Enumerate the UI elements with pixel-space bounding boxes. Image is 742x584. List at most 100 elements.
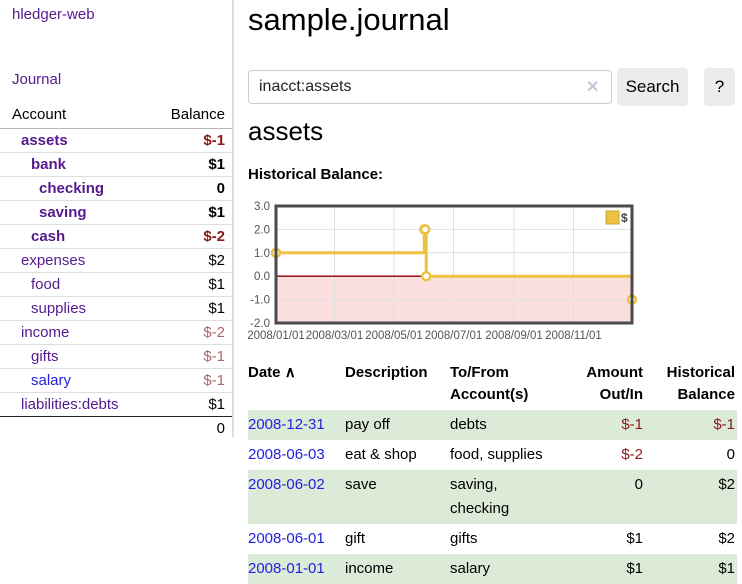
register-header-row: Date ∧ Description To/From Account(s) Am… bbox=[248, 360, 737, 410]
transaction-amount: $-1 bbox=[621, 416, 643, 433]
transaction-description: save bbox=[345, 476, 377, 493]
svg-text:-2.0: -2.0 bbox=[250, 318, 270, 330]
account-link-income[interactable]: income bbox=[21, 324, 70, 341]
account-row: salary $-1 bbox=[0, 368, 233, 393]
transaction-description: eat & shop bbox=[345, 446, 417, 463]
account-row: bank $1 bbox=[0, 152, 233, 177]
svg-text:2008/07/01: 2008/07/01 bbox=[425, 330, 483, 342]
transaction-amount: $1 bbox=[626, 560, 643, 577]
account-balance: $-1 bbox=[203, 132, 225, 149]
transaction-amount: $-2 bbox=[621, 446, 643, 463]
sort-asc-icon: ∧ bbox=[284, 364, 296, 381]
accounts-col-account: Account bbox=[0, 103, 153, 129]
account-balance: $1 bbox=[152, 296, 233, 321]
account-balance: $1 bbox=[152, 392, 233, 417]
account-balance: $1 bbox=[152, 272, 233, 297]
account-row: checking 0 bbox=[0, 176, 233, 201]
account-row: food $1 bbox=[0, 272, 233, 297]
main-content: sample.journal ✕ Search ? assets Histori… bbox=[247, 0, 737, 584]
page-title: sample.journal bbox=[248, 2, 450, 37]
sidebar-divider bbox=[232, 0, 234, 437]
register-col-description: Description bbox=[345, 364, 428, 381]
register-col-date[interactable]: Date ∧ bbox=[248, 364, 296, 381]
app-title-link[interactable]: hledger-web bbox=[12, 6, 95, 23]
account-balance: $1 bbox=[152, 152, 233, 177]
svg-text:$: $ bbox=[621, 211, 628, 225]
svg-text:2008/03/01: 2008/03/01 bbox=[306, 330, 364, 342]
transaction-date-link[interactable]: 2008-06-01 bbox=[248, 530, 325, 547]
account-balance: $-1 bbox=[152, 344, 233, 369]
transaction-balance: $2 bbox=[718, 476, 735, 493]
account-link-bank[interactable]: bank bbox=[31, 156, 67, 173]
transaction-date-link[interactable]: 2008-06-03 bbox=[248, 446, 325, 463]
historical-balance-chart: $3.0 2.0 1.0 0.0 -1.0 -2.0 2008/01/01 2008/03/0… bbox=[247, 201, 722, 348]
transaction-amount: 0 bbox=[634, 476, 643, 493]
transaction-amount: $1 bbox=[626, 530, 643, 547]
account-balance: $-2 bbox=[152, 320, 233, 345]
svg-text:1.0: 1.0 bbox=[254, 248, 270, 260]
sidebar-item-journal[interactable]: Journal bbox=[12, 71, 62, 88]
chart-title: Historical Balance: bbox=[248, 166, 384, 183]
transaction-date-link[interactable]: 2008-01-01 bbox=[248, 560, 325, 577]
svg-text:2008/05/01: 2008/05/01 bbox=[365, 330, 423, 342]
help-button[interactable]: ? bbox=[704, 68, 735, 106]
account-balance: $2 bbox=[152, 248, 233, 273]
svg-text:2008/01/01: 2008/01/01 bbox=[247, 330, 305, 342]
account-link-supplies[interactable]: supplies bbox=[31, 300, 87, 317]
account-link-liabilities-debts[interactable]: liabilities:debts bbox=[21, 396, 119, 413]
account-link-cash[interactable]: cash bbox=[31, 228, 66, 245]
register-col-accounts: To/From Account(s) bbox=[450, 364, 529, 403]
transaction-date-link[interactable]: 2008-12-31 bbox=[248, 416, 325, 433]
account-heading: assets bbox=[248, 116, 324, 146]
account-link-food[interactable]: food bbox=[31, 276, 61, 293]
transaction-accounts: food, supplies bbox=[450, 446, 543, 463]
account-row: assets $-1 bbox=[0, 129, 233, 153]
account-row: expenses $2 bbox=[0, 248, 233, 273]
transaction-accounts: saving, checking bbox=[450, 476, 510, 517]
account-balance: 0 bbox=[152, 176, 233, 201]
account-row: income $-2 bbox=[0, 320, 233, 345]
transaction-date-link[interactable]: 2008-06-02 bbox=[248, 476, 325, 493]
account-row: gifts $-1 bbox=[0, 344, 233, 369]
transaction-description: pay off bbox=[345, 416, 390, 433]
account-link-expenses[interactable]: expenses bbox=[21, 252, 86, 269]
register-row: 2008-01-01 income salary $1 $1 bbox=[248, 554, 737, 584]
register-col-balance: Historical Balance bbox=[666, 364, 735, 403]
account-link-assets[interactable]: assets bbox=[21, 132, 68, 149]
account-balance: $1 bbox=[152, 200, 233, 225]
transaction-accounts: salary bbox=[450, 560, 491, 577]
transaction-balance: $2 bbox=[718, 530, 735, 547]
svg-text:-1.0: -1.0 bbox=[250, 295, 270, 307]
svg-text:0.0: 0.0 bbox=[254, 271, 270, 283]
account-row: liabilities:debts $1 bbox=[0, 392, 233, 417]
register-row: 2008-06-02 save saving, checking 0 $2 bbox=[248, 470, 737, 524]
register-col-amount: Amount Out/In bbox=[586, 364, 643, 403]
account-link-checking[interactable]: checking bbox=[39, 180, 105, 197]
svg-text:2008/11/01: 2008/11/01 bbox=[545, 330, 602, 342]
register-table: Date ∧ Description To/From Account(s) Am… bbox=[248, 360, 737, 584]
transaction-accounts: debts bbox=[450, 416, 487, 433]
transaction-balance: 0 bbox=[726, 446, 735, 463]
register-row: 2008-06-01 gift gifts $1 $2 bbox=[248, 524, 737, 554]
search-button[interactable]: Search bbox=[617, 68, 688, 106]
svg-text:3.0: 3.0 bbox=[254, 201, 270, 213]
svg-text:2.0: 2.0 bbox=[254, 224, 270, 236]
transaction-description: income bbox=[345, 560, 394, 577]
register-row: 2008-06-03 eat & shop food, supplies $-2… bbox=[248, 440, 737, 470]
search-input[interactable] bbox=[248, 70, 612, 104]
transaction-balance: $-1 bbox=[713, 416, 735, 433]
accounts-table: Account Balance assets $-1 bank $1 check… bbox=[0, 103, 233, 440]
register-row: 2008-12-31 pay off debts $-1 $-1 bbox=[248, 410, 737, 440]
accounts-total-row: 0 bbox=[0, 416, 233, 440]
account-balance: $-1 bbox=[152, 368, 233, 393]
account-balance: $-2 bbox=[152, 224, 233, 249]
account-link-saving[interactable]: saving bbox=[39, 204, 87, 221]
account-link-salary[interactable]: salary bbox=[31, 372, 72, 389]
account-row: supplies $1 bbox=[0, 296, 233, 321]
accounts-col-balance: Balance bbox=[152, 103, 233, 129]
svg-text:2008/09/01: 2008/09/01 bbox=[485, 330, 543, 342]
clear-search-icon[interactable]: ✕ bbox=[586, 79, 600, 96]
account-link-gifts[interactable]: gifts bbox=[31, 348, 59, 365]
transaction-balance: $1 bbox=[718, 560, 735, 577]
